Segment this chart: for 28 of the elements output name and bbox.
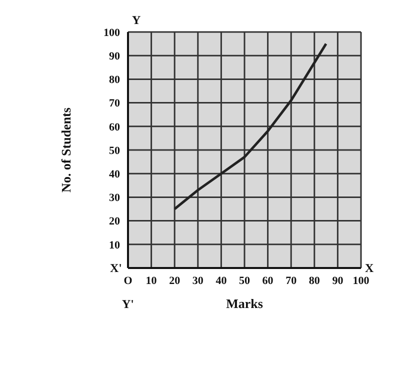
x-tick-label: 80 [308,274,320,287]
y-tick-label: 20 [109,216,120,228]
x-tick-label: 70 [286,274,298,287]
y-axis-title: No. of Students [58,108,74,192]
y-tick-label: 70 [109,98,120,110]
x-tick-label: O [124,274,133,287]
x-tick-label: 40 [216,274,228,287]
x-tick-label: 90 [332,274,344,287]
y-tick-label: 30 [109,192,120,204]
text: Y' [122,297,134,311]
x-tick-label: 50 [239,274,250,287]
x-tick-label: 20 [169,274,181,287]
x-tick-label: 30 [192,274,204,287]
line-series [173,42,328,210]
x-axis-title: Marks [226,296,263,311]
y-tick-label: 50 [109,144,120,157]
y-tick-label: 100 [104,26,120,39]
text: Y [132,13,141,27]
text: X' [110,261,122,275]
text: X [365,261,374,275]
y-tick-label: 10 [109,239,120,252]
y-tick-label: 90 [109,50,120,63]
x-tick-label: 100 [352,274,370,287]
y-tick-label: 80 [109,74,120,86]
y-tick-label: 40 [109,168,120,181]
x-tick-label: 60 [262,274,274,287]
y-tick-label: 60 [109,121,120,134]
x-tick-label: 10 [146,274,158,287]
